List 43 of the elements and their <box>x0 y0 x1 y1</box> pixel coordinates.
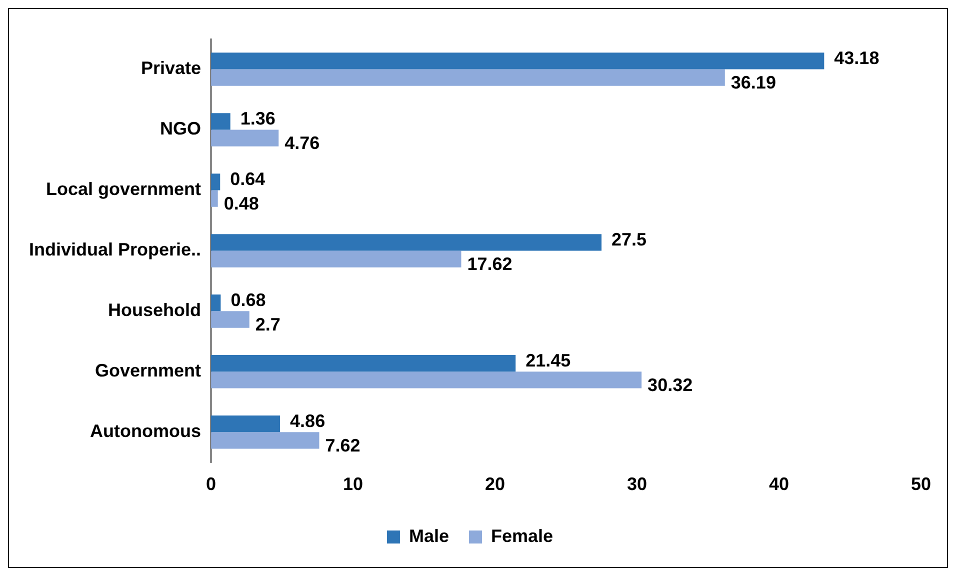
legend-label: Female <box>490 526 554 546</box>
x-tick-label: 30 <box>627 474 648 494</box>
data-label: 17.62 <box>467 254 512 274</box>
x-tick-label: 10 <box>343 474 364 494</box>
data-label: 43.18 <box>834 48 880 68</box>
data-label: 1.36 <box>240 108 276 128</box>
data-label: 27.5 <box>612 229 647 250</box>
data-label: 36.19 <box>730 72 776 93</box>
bar <box>211 234 602 251</box>
x-tick-label: 20 <box>485 474 506 494</box>
data-label: 0.48 <box>224 194 259 214</box>
data-label: 0.64 <box>230 168 266 189</box>
y-tick-label: Individual Properie.. <box>28 240 202 260</box>
data-label: 0.68 <box>230 290 266 310</box>
bar <box>211 372 642 388</box>
x-tick-label: 0 <box>206 474 216 494</box>
bar <box>211 432 320 449</box>
y-tick-label: Government <box>95 360 202 381</box>
y-tick-label: Local government <box>46 179 202 200</box>
bar <box>211 69 725 86</box>
bar <box>211 52 824 70</box>
bar <box>211 311 250 328</box>
y-tick-label: Household <box>108 300 202 320</box>
x-tick-label: 50 <box>910 474 932 494</box>
data-label: 21.45 <box>526 350 571 370</box>
bar <box>211 174 220 190</box>
bar <box>211 130 279 146</box>
bar <box>211 190 218 207</box>
data-label: 4.76 <box>284 133 320 154</box>
data-label: 7.62 <box>325 435 360 456</box>
bar <box>211 355 516 372</box>
bar <box>211 294 221 312</box>
data-label: 2.7 <box>255 314 280 334</box>
y-tick-label: Autonomous <box>90 421 202 442</box>
y-tick-label: NGO <box>160 118 202 139</box>
data-label: 4.86 <box>290 410 326 431</box>
x-tick-label: 40 <box>768 474 790 494</box>
bar <box>211 113 230 130</box>
data-label: 30.32 <box>648 374 693 395</box>
y-tick-label: Private <box>140 58 202 78</box>
bar <box>211 250 462 268</box>
bar <box>211 416 280 432</box>
legend-label: Male <box>408 526 450 546</box>
